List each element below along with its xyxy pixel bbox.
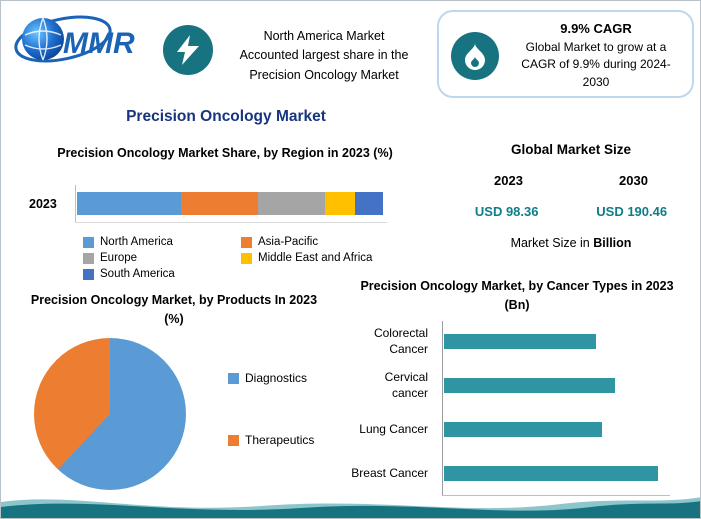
cancer-row-cervical: Cervical cancer [346,363,681,407]
cancer-bar-breast [444,465,658,481]
mmr-logo-text: MMR [63,27,135,60]
region-chart-y-axis [75,185,76,223]
market-size-note: Market Size in Billion [446,236,696,250]
cancer-track-cervical [444,377,658,393]
legend-swatch-diagnostics [228,372,239,384]
legend-label-diagnostics: Diagnostics [245,371,308,385]
legend-label-north-america: North America [100,236,173,248]
region-legend: North America Asia-Pacific Europe Middle… [83,236,395,280]
cancer-label-cervical: Cervical cancer [384,369,428,400]
market-size-values: USD 98.36 USD 190.46 [446,204,696,219]
market-size-value-2023: USD 98.36 [474,204,539,219]
legend-label-south-america: South America [100,268,175,280]
region-stacked-bar [77,192,383,215]
cancer-bar-cervical [444,377,616,393]
cancer-bar-lung [444,421,603,437]
legend-label-therapeutics: Therapeutics [245,433,315,447]
cagr-body: Global Market to grow at a CAGR of 9.9% … [521,40,671,89]
cancer-track-breast [444,465,658,481]
bottom-wave-decoration [1,497,700,518]
cancer-row-breast: Breast Cancer [346,451,681,495]
legend-swatch-middle-east-africa [241,252,252,264]
legend-item-therapeutics: Therapeutics [228,433,314,447]
cancer-bar-colorectal [444,333,596,349]
legend-swatch-europe [83,252,94,264]
cancer-chart-plot: Colorectal Cancer Cervical cancer Lung C… [346,319,681,496]
cancer-chart-title: Precision Oncology Market, by Cancer Typ… [360,279,674,312]
market-size-note-prefix: Market Size in [510,236,594,250]
cancer-track-lung [444,421,658,437]
cancer-label-breast: Breast Cancer [351,465,428,480]
market-size-year-2023: 2023 [494,173,523,188]
flame-badge [451,32,499,80]
products-legend: Diagnostics Therapeutics [228,371,314,447]
region-chart-x-axis [75,222,387,223]
region-chart-title: Precision Oncology Market Share, by Regi… [57,146,393,160]
region-segment-europe [257,192,325,215]
page-title: Precision Oncology Market [126,108,326,125]
cagr-panel: 9.9% CAGR Global Market to grow at a CAG… [437,10,694,98]
legend-label-europe: Europe [100,252,138,264]
global-market-size-block: Global Market Size 2023 2030 USD 98.36 U… [446,142,696,250]
legend-item-europe: Europe [83,252,241,264]
north-america-highlight-text: North America Market Accounted largest s… [239,29,409,82]
region-segment-middle-east-africa [324,192,356,215]
legend-swatch-asia-pacific [241,236,252,248]
cancer-row-colorectal: Colorectal Cancer [346,319,681,363]
cancer-label-colorectal: Colorectal Cancer [373,325,428,356]
region-segment-north-america [77,192,182,215]
global-market-size-title: Global Market Size [510,142,632,157]
cancer-row-lung: Lung Cancer [346,407,681,451]
region-chart-category-label: 2023 [29,197,57,211]
market-size-value-2030: USD 190.46 [596,204,668,219]
cancer-chart-x-axis [442,495,670,496]
legend-item-diagnostics: Diagnostics [228,371,314,385]
cancer-label-lung: Lung Cancer [359,421,428,436]
products-pie [34,338,186,490]
market-size-year-2030: 2030 [619,173,648,188]
cagr-text-block: 9.9% CAGR Global Market to grow at a CAG… [505,21,687,91]
legend-label-asia-pacific: Asia-Pacific [258,236,319,248]
cagr-title: 9.9% CAGR [560,21,632,36]
legend-swatch-north-america [83,236,94,248]
mmr-logo-graphic: MMR [14,15,135,63]
legend-item-middle-east-africa: Middle East and Africa [241,252,395,264]
legend-swatch-therapeutics [228,434,239,446]
market-size-years: 2023 2030 [446,173,696,188]
legend-item-north-america: North America [83,236,241,248]
region-segment-south-america [355,192,383,215]
legend-swatch-south-america [83,268,94,280]
cancer-chart-y-axis [442,321,443,495]
legend-item-south-america: South America [83,268,241,280]
region-segment-asia-pacific [181,192,258,215]
mmr-logo: MMR [11,9,153,75]
legend-label-middle-east-africa: Middle East and Africa [258,252,373,264]
cancer-track-colorectal [444,333,658,349]
lightning-icon [177,35,199,65]
products-chart-title: Precision Oncology Market, by Products I… [30,293,318,326]
legend-item-asia-pacific: Asia-Pacific [241,236,395,248]
lightning-badge [163,25,213,75]
flame-icon [465,42,485,70]
market-size-note-unit: Billion [593,236,632,250]
